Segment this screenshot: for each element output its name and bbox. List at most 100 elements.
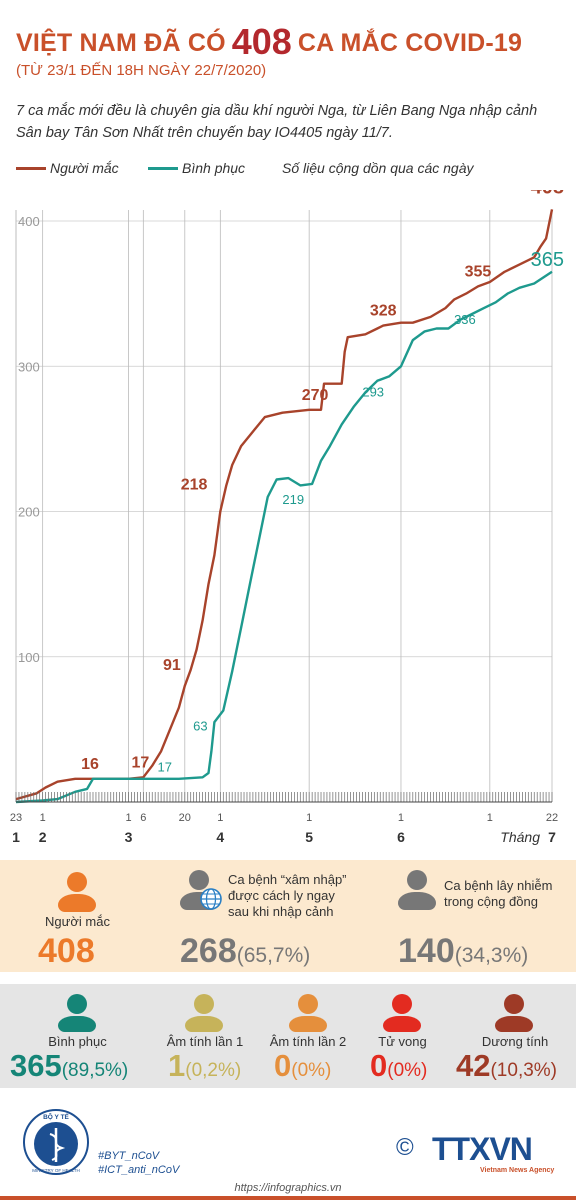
- data-label-infected: 218: [181, 476, 208, 493]
- stat-pct-community: (34,3%): [454, 944, 529, 967]
- stat-label-community: Ca bệnh lây nhiễm trong cộng đồng: [444, 878, 553, 909]
- stats-panel-outcomes: Bình phục 365(89,5%) Âm tính lần 1 1(0,2…: [0, 984, 576, 1088]
- data-label-infected: 17: [131, 754, 149, 771]
- website-link[interactable]: https://infographics.vn: [234, 1182, 342, 1194]
- x-day-label: 23: [10, 812, 22, 824]
- x-day-label: 1: [125, 812, 131, 824]
- x-day-label: 20: [179, 812, 191, 824]
- data-label-recovered: 293: [362, 384, 384, 399]
- title-number: 408: [231, 21, 292, 62]
- stat-label-recovered: Bình phục: [48, 1034, 107, 1049]
- y-tick-label: 200: [18, 505, 40, 520]
- person-icon-positive: [495, 994, 533, 1032]
- hashtag-1[interactable]: #BYT_nCoV: [98, 1150, 160, 1162]
- legend-item-infected: Người mắc: [16, 160, 119, 176]
- x-day-label: 1: [306, 812, 312, 824]
- subtitle: (TỪ 23/1 ĐẾN 18H NGÀY 22/7/2020): [16, 62, 267, 79]
- x-day-label: 6: [140, 812, 146, 824]
- stat-pct-imported: (65,7%): [236, 944, 311, 967]
- legend-swatch-recovered: [148, 166, 178, 170]
- legend-item-recovered: Bình phục: [148, 160, 245, 176]
- data-label-infected: 328: [370, 303, 397, 320]
- person-icon-deaths: [383, 994, 421, 1032]
- legend-label-recovered: Bình phục: [182, 160, 246, 176]
- data-label-recovered: 365: [531, 249, 564, 271]
- title-part1: VIỆT NAM ĐÃ CÓ: [16, 29, 226, 57]
- stats-panel-cases: Người mắc 408 Ca bệnh “xâm nhập” được cá…: [0, 860, 576, 972]
- data-label-recovered: 219: [282, 492, 304, 507]
- x-day-label: 1: [40, 812, 46, 824]
- legend-swatch-infected: [16, 166, 46, 170]
- x-month-suffix: Tháng: [500, 829, 540, 845]
- y-tick-label: 300: [18, 359, 40, 374]
- data-label-infected: 91: [163, 657, 181, 674]
- stat-value-imported: 268(65,7%): [180, 932, 310, 971]
- bottom-bar: [0, 1196, 576, 1200]
- person-icon-infected: [58, 872, 96, 912]
- stat-pct-recovered: (89,5%): [61, 1060, 129, 1081]
- logo-subtext: MINISTRY OF HEALTH: [32, 1168, 80, 1173]
- x-month-label: 2: [39, 829, 47, 845]
- stat-value-positive: 42(10,3%): [456, 1048, 557, 1084]
- logo-text: BỘ Y TẾ: [43, 1111, 69, 1121]
- hashtag-2[interactable]: #ICT_anti_nCoV: [98, 1164, 180, 1176]
- x-day-label: 1: [487, 812, 493, 824]
- copyright-icon: ©: [396, 1134, 414, 1161]
- data-label-infected: 408: [531, 190, 564, 198]
- stat-pct-negative-2: (0%): [291, 1060, 332, 1081]
- chart-grid: 100 200 300 400: [15, 210, 553, 802]
- person-icon-negative-2: [289, 994, 327, 1032]
- data-label-recovered: 336: [454, 312, 476, 327]
- stat-label-negative-1: Âm tính lần 1: [166, 1034, 244, 1049]
- page-title: VIỆT NAM ĐÃ CÓ 408 CA MẮC COVID-19: [16, 18, 566, 62]
- series-line-infected: [15, 209, 554, 801]
- stat-value-negative-2: 0(0%): [274, 1048, 331, 1084]
- legend-label-infected: Người mắc: [50, 160, 119, 176]
- stat-pct-deaths: (0%): [387, 1060, 428, 1081]
- chart-legend: Người mắc Bình phục Số liệu cộng dồn qua…: [16, 160, 566, 182]
- series-line-recovered: [15, 270, 553, 804]
- ttxvn-subtitle: Vietnam News Agency: [480, 1167, 555, 1174]
- globe-icon: [200, 888, 222, 910]
- stat-value-community: 140(34,3%): [398, 932, 528, 971]
- stat-value-recovered: 365(89,5%): [10, 1048, 128, 1084]
- person-icon-community: [398, 870, 436, 910]
- x-month-label: 5: [305, 829, 313, 845]
- ministry-of-health-logo: BỘ Y TẾ MINISTRY OF HEALTH: [23, 1109, 89, 1175]
- x-month-label: 4: [216, 829, 224, 845]
- title-part2: CA MẮC COVID-19: [297, 29, 523, 57]
- stat-label-imported: Ca bệnh “xâm nhập” được cách ly ngay sau…: [228, 872, 347, 919]
- ttxvn-logo: TTXVN: [432, 1131, 533, 1167]
- x-day-label: 22: [546, 812, 558, 824]
- x-month-label: 6: [397, 829, 405, 845]
- x-month-label: 7: [548, 829, 556, 845]
- person-icon-recovered: [58, 994, 96, 1032]
- data-label-recovered: 63: [193, 718, 207, 733]
- stat-pct-positive: (10,3%): [490, 1060, 558, 1081]
- stat-label-infected: Người mắc: [45, 914, 110, 929]
- stat-label-negative-2: Âm tính lần 2: [269, 1034, 347, 1049]
- stat-number-negative-2: 0: [274, 1048, 292, 1083]
- hashtags: #BYT_nCoV #ICT_anti_nCoV: [98, 1149, 179, 1177]
- chart-lines: [15, 209, 554, 804]
- x-month-label: 3: [125, 829, 133, 845]
- data-label-infected: 355: [465, 263, 492, 280]
- stat-number-imported: 268: [180, 932, 237, 970]
- stat-number-negative-1: 1: [168, 1048, 186, 1083]
- stat-pct-negative-1: (0,2%): [185, 1060, 242, 1081]
- x-month-label: 1: [12, 829, 20, 845]
- data-label-recovered: 17: [157, 759, 171, 774]
- data-label-infected: 270: [302, 387, 329, 404]
- x-day-label: 1: [398, 812, 404, 824]
- chart-data-labels: 16 17 91 218 270 328 355 408 17 63 219 293 336 365: [81, 190, 564, 774]
- stat-label-deaths: Tử vong: [378, 1034, 427, 1049]
- stat-value-deaths: 0(0%): [370, 1048, 427, 1084]
- stat-number-recovered: 365: [10, 1048, 62, 1083]
- legend-note: Số liệu cộng dồn qua các ngày: [282, 160, 474, 176]
- data-label-infected: 16: [81, 756, 99, 773]
- stat-number-positive: 42: [456, 1048, 491, 1083]
- y-tick-label: 400: [18, 214, 40, 229]
- stat-label-positive: Dương tính: [481, 1034, 549, 1049]
